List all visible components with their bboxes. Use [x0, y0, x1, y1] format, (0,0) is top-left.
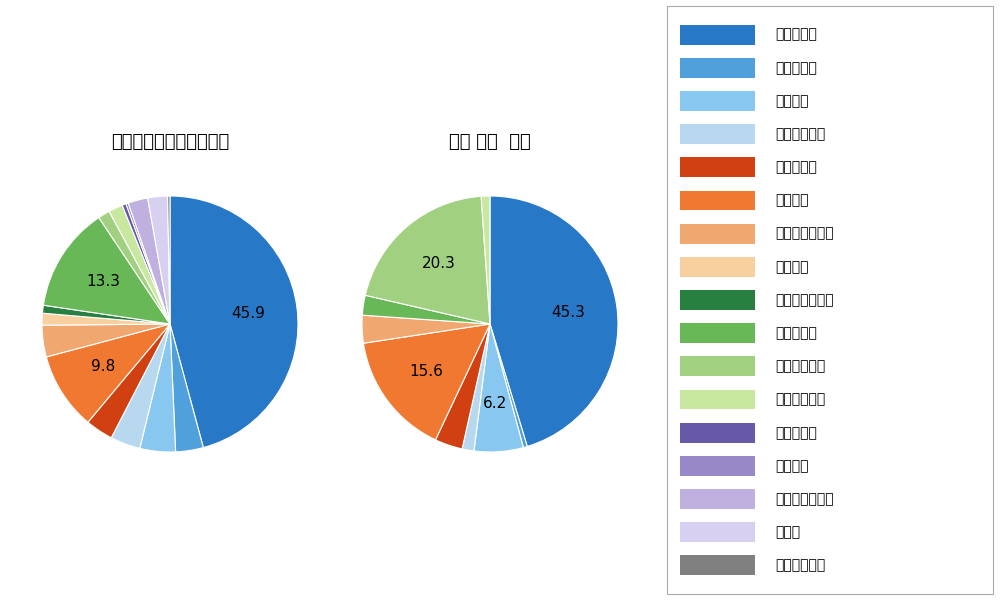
Wedge shape — [128, 198, 170, 324]
Text: ストレート: ストレート — [776, 28, 817, 41]
Text: 15.6: 15.6 — [409, 364, 443, 379]
Wedge shape — [362, 295, 490, 324]
Bar — [680, 556, 755, 575]
Wedge shape — [365, 196, 490, 324]
Bar — [680, 25, 755, 44]
Text: パワーカーブ: パワーカーブ — [776, 392, 826, 407]
Bar — [680, 356, 755, 376]
Bar — [680, 224, 755, 244]
Wedge shape — [126, 203, 170, 324]
Text: 6.2: 6.2 — [483, 395, 508, 410]
Wedge shape — [436, 324, 490, 449]
Wedge shape — [43, 218, 170, 324]
Wedge shape — [111, 324, 170, 448]
Wedge shape — [140, 324, 176, 452]
Text: 13.3: 13.3 — [86, 274, 120, 289]
Text: 9.8: 9.8 — [91, 359, 115, 374]
Wedge shape — [363, 324, 490, 440]
Text: カーブ: カーブ — [776, 525, 801, 539]
Wedge shape — [362, 315, 490, 343]
Text: スクリュー: スクリュー — [776, 426, 817, 440]
Bar — [680, 423, 755, 443]
Title: パ・リーグ全プレイヤー: パ・リーグ全プレイヤー — [111, 133, 229, 151]
Bar — [680, 157, 755, 177]
Wedge shape — [42, 324, 170, 357]
Text: 縦スライダー: 縦スライダー — [776, 359, 826, 373]
Bar — [680, 522, 755, 542]
Wedge shape — [148, 196, 170, 324]
Bar — [680, 489, 755, 509]
Text: 45.3: 45.3 — [552, 305, 585, 320]
Bar — [680, 124, 755, 144]
Text: スプリット: スプリット — [776, 160, 817, 174]
Text: 45.9: 45.9 — [232, 306, 266, 321]
Bar — [680, 191, 755, 211]
Text: 20.3: 20.3 — [422, 256, 455, 271]
Text: ナックル: ナックル — [776, 459, 809, 473]
Bar — [680, 257, 755, 277]
Bar — [680, 91, 755, 111]
Wedge shape — [42, 305, 170, 324]
Bar — [680, 456, 755, 476]
Bar — [680, 290, 755, 310]
Wedge shape — [490, 324, 527, 448]
Wedge shape — [122, 204, 170, 324]
Wedge shape — [88, 324, 170, 438]
Wedge shape — [490, 196, 618, 446]
Text: ツーシーム: ツーシーム — [776, 61, 817, 75]
Wedge shape — [474, 324, 523, 452]
Wedge shape — [46, 324, 170, 422]
Text: スローカーブ: スローカーブ — [776, 559, 826, 572]
Text: シンカー: シンカー — [776, 260, 809, 274]
Wedge shape — [109, 205, 170, 324]
Wedge shape — [170, 324, 203, 452]
Wedge shape — [42, 313, 170, 325]
Text: 高速スライダー: 高速スライダー — [776, 293, 834, 307]
Wedge shape — [99, 211, 170, 324]
Text: フォーク: フォーク — [776, 193, 809, 208]
Wedge shape — [462, 324, 490, 451]
Text: シュート: シュート — [776, 94, 809, 108]
Text: ナックルカーブ: ナックルカーブ — [776, 492, 834, 506]
Wedge shape — [168, 196, 170, 324]
Text: カットボール: カットボール — [776, 127, 826, 141]
Text: チェンジアップ: チェンジアップ — [776, 227, 834, 241]
Bar — [680, 323, 755, 343]
Bar — [680, 389, 755, 409]
Wedge shape — [170, 196, 298, 448]
Wedge shape — [481, 196, 490, 324]
Text: スライダー: スライダー — [776, 326, 817, 340]
Title: 辰己 涼介  選手: 辰己 涼介 選手 — [449, 133, 531, 151]
Bar — [680, 58, 755, 78]
